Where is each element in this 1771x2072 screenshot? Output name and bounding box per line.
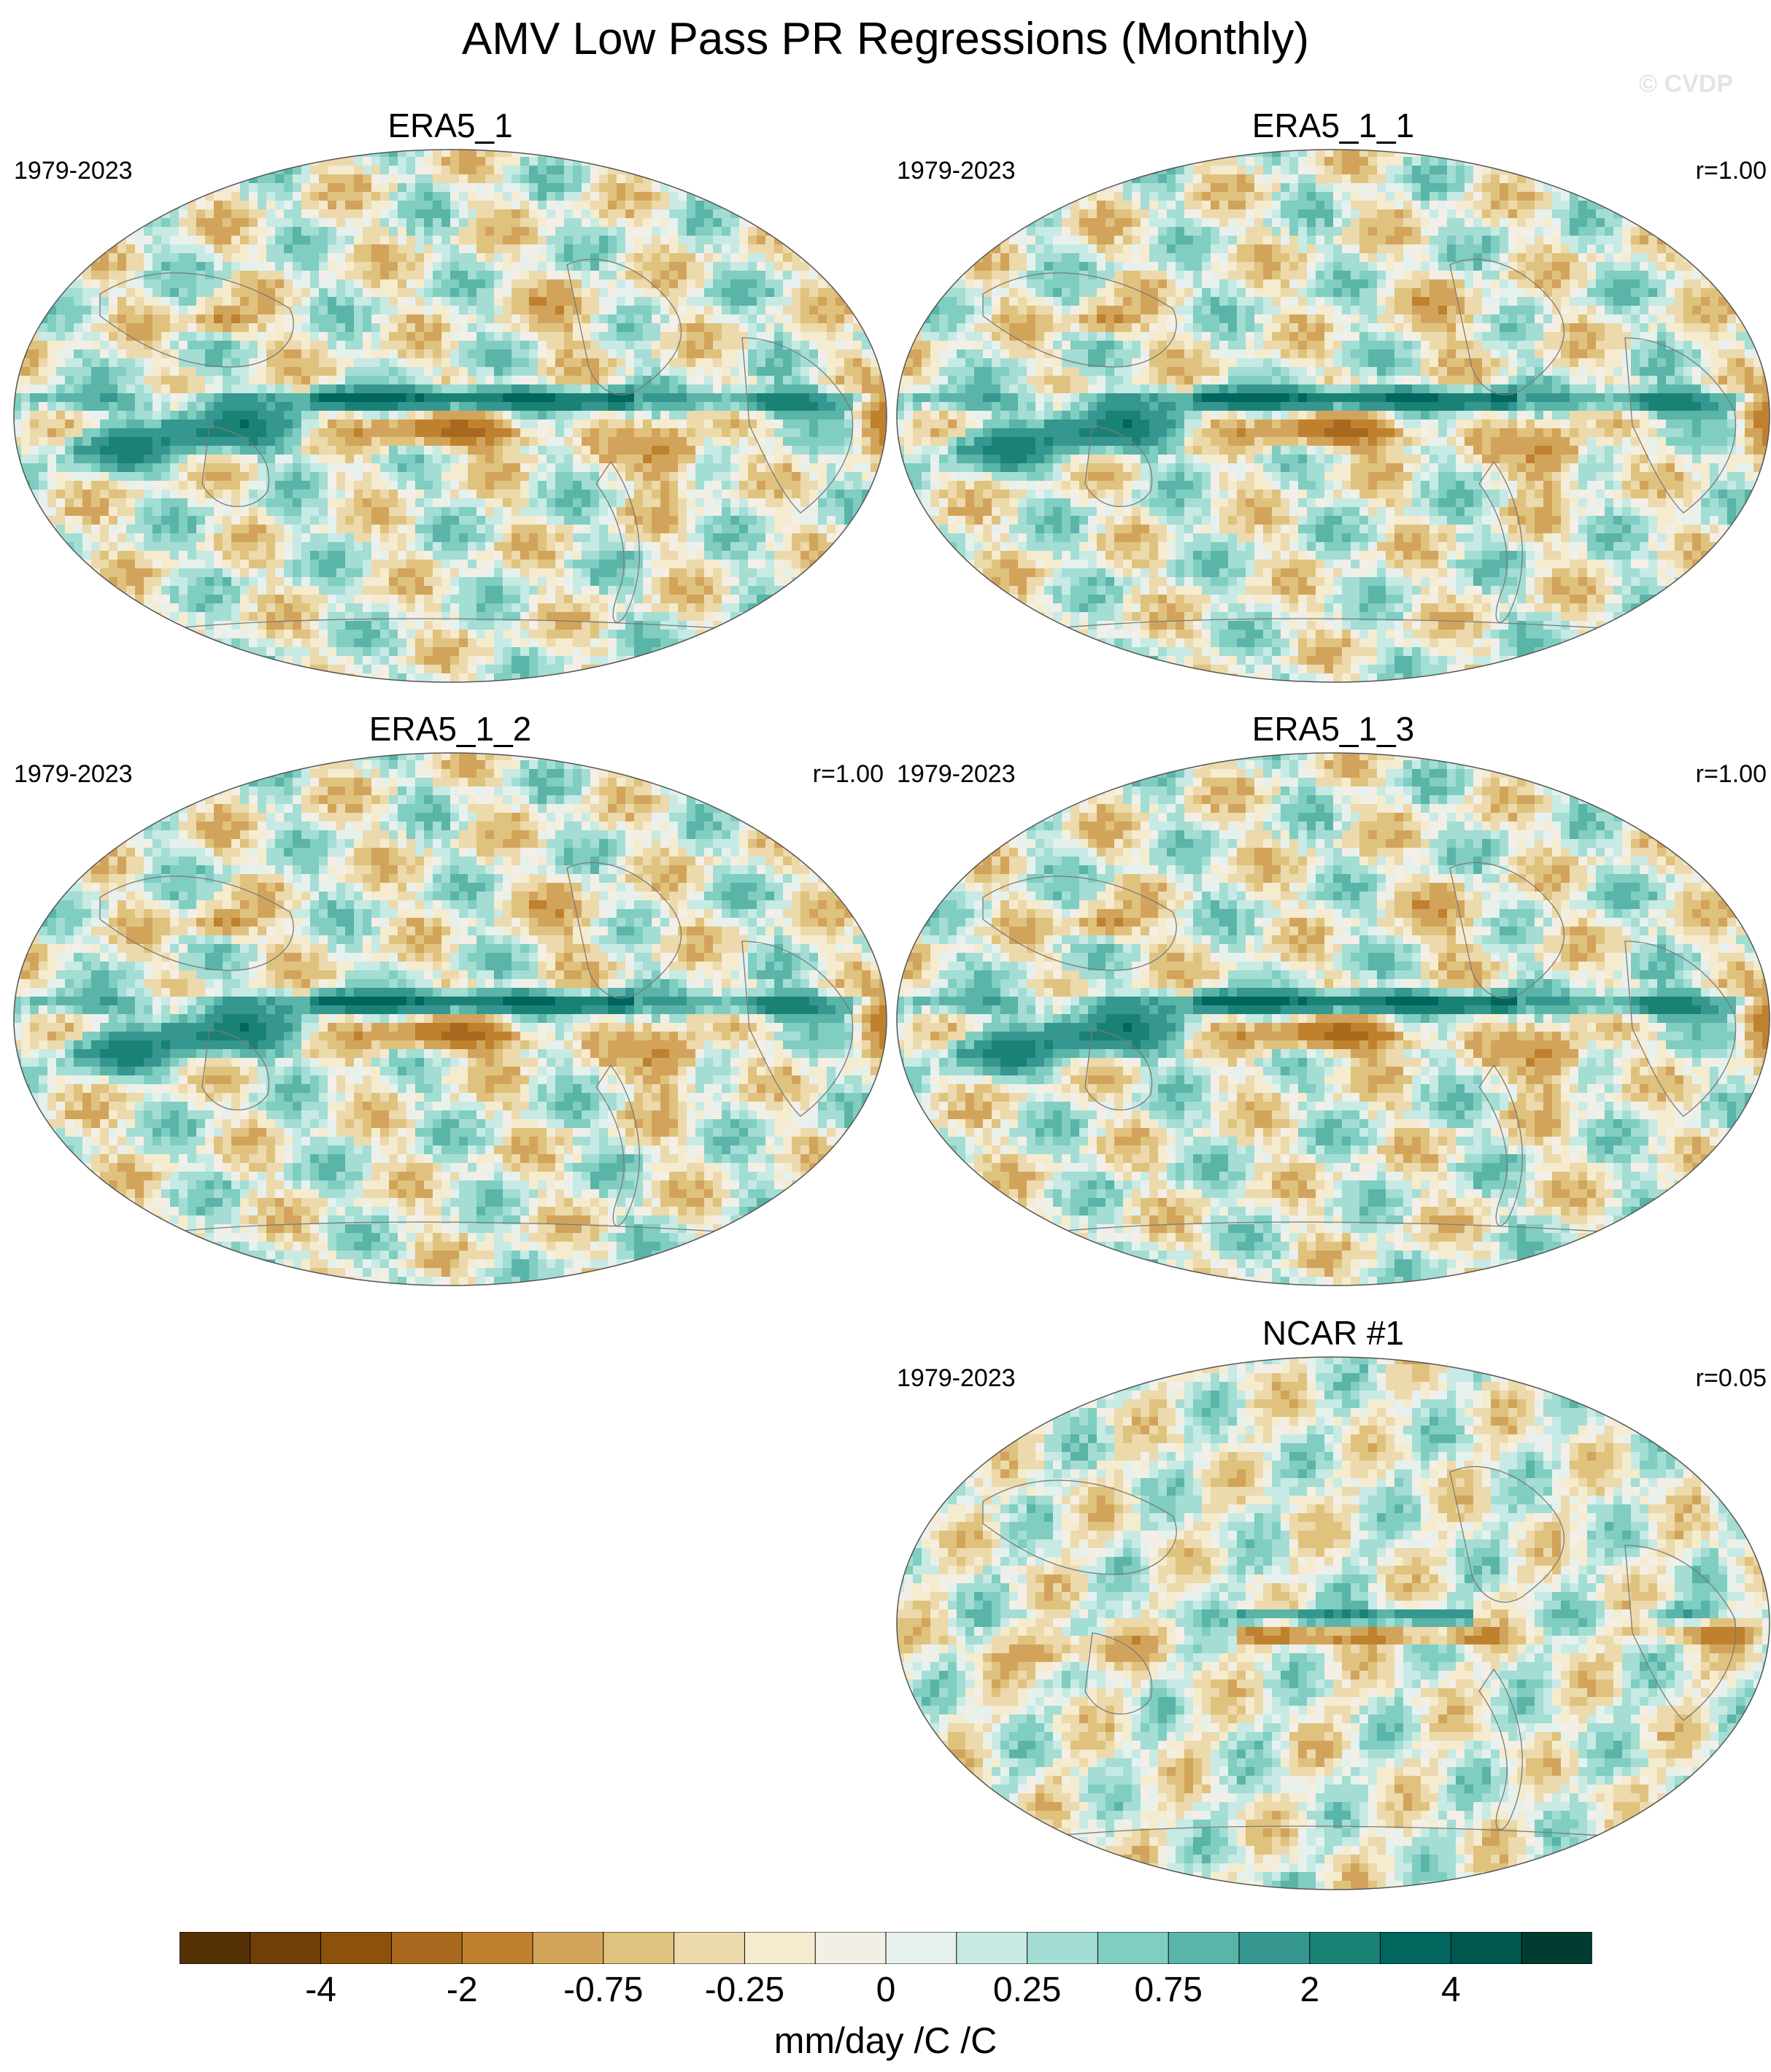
- precip-field: [897, 1357, 1770, 1890]
- panel-years: 1979-2023: [897, 760, 1016, 789]
- panel-correlation: r=1.00: [813, 760, 884, 789]
- panel-years: 1979-2023: [897, 157, 1016, 185]
- panel-title: ERA5_1: [12, 106, 888, 145]
- panel-correlation: r=0.05: [1696, 1364, 1767, 1393]
- colorbar-swatch: [532, 1932, 604, 1964]
- colorbar-tick-label: 4: [1441, 1970, 1461, 2010]
- coastline: [982, 1466, 1737, 1838]
- colorbar-swatch: [180, 1932, 251, 1964]
- precip-field: [14, 753, 887, 1286]
- colorbar-swatch: [744, 1932, 817, 1964]
- colorbar-swatch: [1168, 1932, 1240, 1964]
- colorbar-swatch: [956, 1932, 1028, 1964]
- colorbar-swatch: [885, 1932, 957, 1964]
- map-panel-era5-1-3: ERA5_1_3 1979-2023 r=1.00: [895, 709, 1771, 1315]
- robinson-map: [896, 149, 1770, 683]
- coastline: [982, 258, 1737, 630]
- robinson-map: [13, 752, 887, 1286]
- colorbar-tick-label: -0.25: [705, 1970, 784, 2010]
- robinson-map: [13, 149, 887, 683]
- precip-field: [14, 150, 887, 682]
- colorbar-swatch: [814, 1932, 887, 1964]
- colorbar-tick-label: -0.75: [563, 1970, 643, 2010]
- colorbar: [180, 1932, 1592, 1964]
- colorbar-swatch: [1450, 1932, 1523, 1964]
- coastline: [982, 862, 1737, 1234]
- colorbar-swatch: [461, 1932, 534, 1964]
- colorbar-swatch: [1380, 1932, 1452, 1964]
- map-panel-era5-1-1: ERA5_1_1 1979-2023 r=1.00: [895, 106, 1771, 711]
- colorbar-swatch: [1309, 1932, 1381, 1964]
- panel-title: ERA5_1_3: [895, 709, 1771, 749]
- figure-title: AMV Low Pass PR Regressions (Monthly): [0, 13, 1771, 65]
- colorbar-tick-label: -2: [447, 1970, 478, 2010]
- colorbar-swatch: [1027, 1932, 1099, 1964]
- panel-years: 1979-2023: [14, 157, 133, 185]
- colorbar-swatch: [1521, 1932, 1592, 1964]
- colorbar-tick-label: 2: [1300, 1970, 1319, 2010]
- colorbar-tick-label: 0.25: [993, 1970, 1061, 2010]
- cvdp-watermark: © CVDP: [1639, 70, 1733, 98]
- colorbar-swatch: [390, 1932, 463, 1964]
- colorbar-units: mm/day /C /C: [0, 2019, 1771, 2062]
- panel-correlation: r=1.00: [1696, 760, 1767, 789]
- map-border: [896, 752, 1770, 1286]
- colorbar-swatch: [1238, 1932, 1311, 1964]
- map-panel-era5-1: ERA5_1 1979-2023: [12, 106, 888, 711]
- colorbar-swatch: [250, 1932, 322, 1964]
- panel-title: ERA5_1_1: [895, 106, 1771, 145]
- map-panel-ncar-1: NCAR #1 1979-2023 r=0.05: [895, 1313, 1771, 1919]
- panel-years: 1979-2023: [14, 760, 133, 789]
- precip-field: [897, 753, 1770, 1286]
- precip-field: [897, 150, 1770, 682]
- colorbar-swatch: [674, 1932, 746, 1964]
- colorbar-tick-label: -4: [305, 1970, 336, 2010]
- panel-years: 1979-2023: [897, 1364, 1016, 1393]
- colorbar-swatch: [603, 1932, 675, 1964]
- colorbar-tick-label: 0.75: [1134, 1970, 1202, 2010]
- robinson-map: [896, 1356, 1770, 1890]
- map-border: [896, 1356, 1770, 1890]
- coastline: [99, 862, 854, 1234]
- panel-correlation: r=1.00: [1696, 157, 1767, 185]
- panel-title: ERA5_1_2: [12, 709, 888, 749]
- coastline: [99, 258, 854, 630]
- colorbar-swatch: [1097, 1932, 1170, 1964]
- map-panel-era5-1-2: ERA5_1_2 1979-2023 r=1.00: [12, 709, 888, 1315]
- map-border: [13, 752, 887, 1286]
- panel-title: NCAR #1: [895, 1313, 1771, 1353]
- robinson-map: [896, 752, 1770, 1286]
- map-border: [13, 149, 887, 683]
- colorbar-tick-label: 0: [876, 1970, 896, 2010]
- colorbar-swatch: [320, 1932, 393, 1964]
- map-border: [896, 149, 1770, 683]
